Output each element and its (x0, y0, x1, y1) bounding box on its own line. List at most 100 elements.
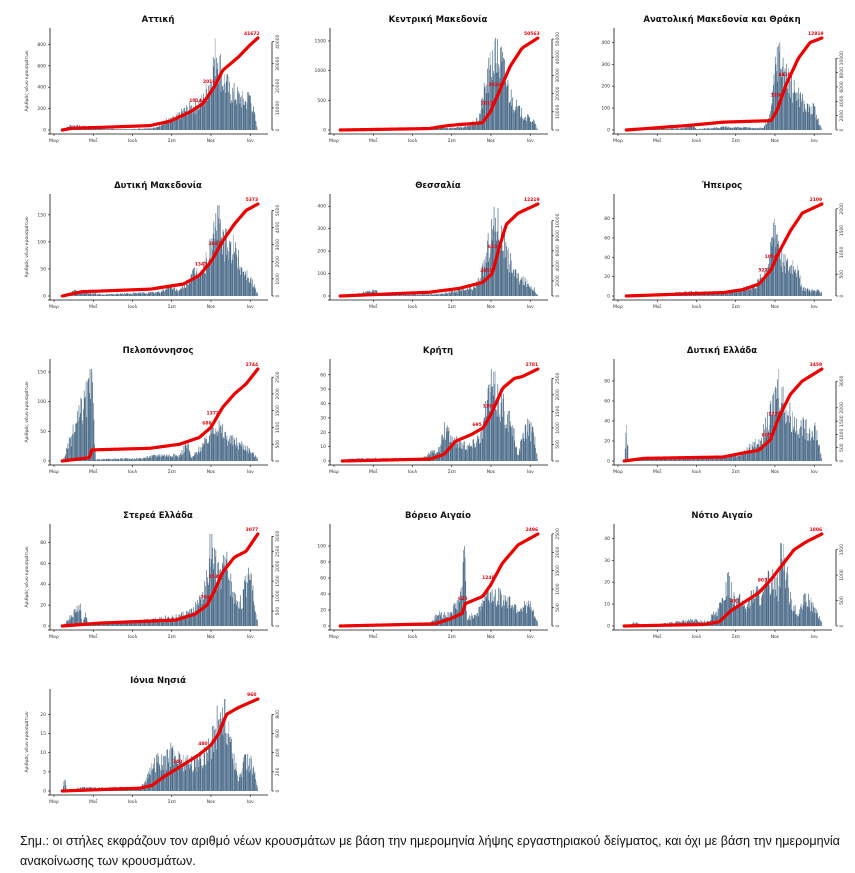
daily-bar (724, 293, 725, 296)
cumulative-line (622, 532, 824, 628)
daily-bar (131, 458, 133, 461)
daily-bar (776, 399, 778, 461)
daily-bar (125, 129, 127, 130)
cumulative-line (60, 697, 260, 793)
daily-bar (221, 723, 223, 791)
daily-bar (464, 557, 466, 626)
daily-bar (141, 293, 142, 296)
daily-bar (439, 293, 440, 296)
daily-bar (83, 292, 84, 296)
daily-bar (201, 451, 202, 461)
daily-bar (108, 458, 110, 461)
daily-bar (525, 116, 527, 130)
daily-bar (248, 453, 249, 461)
daily-bar (739, 593, 741, 626)
daily-bar (744, 126, 745, 130)
daily-bar (676, 458, 677, 461)
daily-bar (491, 589, 493, 626)
daily-bar (233, 591, 234, 626)
daily-bar (463, 289, 465, 296)
daily-bar (776, 71, 777, 130)
daily-bar (475, 446, 476, 461)
daily-bar (200, 106, 202, 130)
daily-bar (737, 126, 738, 130)
daily-bar (796, 418, 797, 461)
daily-bar (440, 293, 442, 296)
daily-bar (90, 399, 92, 461)
daily-bar (142, 459, 144, 461)
daily-bar (158, 292, 160, 296)
daily-bar (475, 123, 476, 130)
daily-bar (767, 570, 769, 626)
daily-bar (779, 587, 781, 626)
daily-bar (735, 127, 737, 130)
daily-bar (713, 611, 714, 626)
daily-bar (511, 272, 513, 296)
daily-bar (727, 595, 729, 626)
daily-bar (223, 555, 224, 626)
daily-bar (175, 290, 177, 296)
daily-bar (168, 454, 170, 461)
daily-bar (814, 291, 816, 296)
daily-bar (148, 291, 150, 296)
daily-bar (227, 251, 229, 296)
daily-bar (186, 755, 188, 791)
daily-bar (191, 457, 193, 461)
daily-bar (456, 600, 458, 626)
daily-bar (454, 127, 455, 130)
daily-bar (430, 452, 432, 461)
daily-bar (498, 399, 499, 461)
daily-bar (124, 458, 126, 461)
daily-bar (124, 621, 125, 626)
daily-bar (801, 426, 803, 461)
cumulative-annotation: 2744 (246, 362, 259, 368)
daily-bar (125, 622, 127, 626)
daily-bar (524, 424, 526, 461)
daily-bar (460, 126, 461, 130)
daily-bar (492, 229, 494, 296)
daily-bar (524, 285, 525, 296)
daily-bar (711, 614, 712, 626)
daily-bar (209, 434, 211, 461)
daily-bar (794, 604, 796, 626)
daily-bar (811, 289, 813, 296)
daily-bar (98, 293, 100, 296)
daily-bar (115, 294, 116, 296)
daily-bar (796, 613, 798, 626)
daily-bar (794, 91, 796, 130)
daily-bar (728, 457, 730, 461)
daily-bar (475, 442, 477, 461)
daily-bar (763, 280, 764, 296)
daily-bar (139, 620, 140, 626)
daily-bar (184, 110, 186, 130)
daily-bar (137, 457, 138, 461)
daily-bar (513, 428, 515, 461)
daily-bar (768, 429, 770, 461)
daily-bar (519, 105, 521, 130)
daily-bar (134, 458, 135, 461)
y2-tick-label: 1500 (555, 406, 561, 418)
daily-bar (154, 293, 155, 296)
daily-bar (804, 291, 805, 296)
daily-bar (765, 268, 766, 296)
daily-bar (116, 459, 118, 461)
daily-bar (438, 615, 440, 626)
daily-bar (439, 294, 441, 296)
daily-bar (626, 444, 628, 461)
daily-bar (464, 289, 466, 296)
daily-bar (466, 127, 467, 130)
daily-bar (243, 757, 245, 791)
daily-bar (235, 242, 236, 296)
daily-bar (193, 607, 194, 626)
daily-bar (127, 459, 129, 461)
daily-bar (492, 50, 494, 131)
daily-bar (151, 128, 153, 130)
daily-bar (790, 599, 792, 626)
daily-bar (138, 293, 140, 296)
daily-bar (78, 605, 80, 626)
x-tick-label: Σεπ (168, 138, 176, 144)
daily-bar (810, 106, 812, 130)
daily-bar (216, 590, 218, 626)
